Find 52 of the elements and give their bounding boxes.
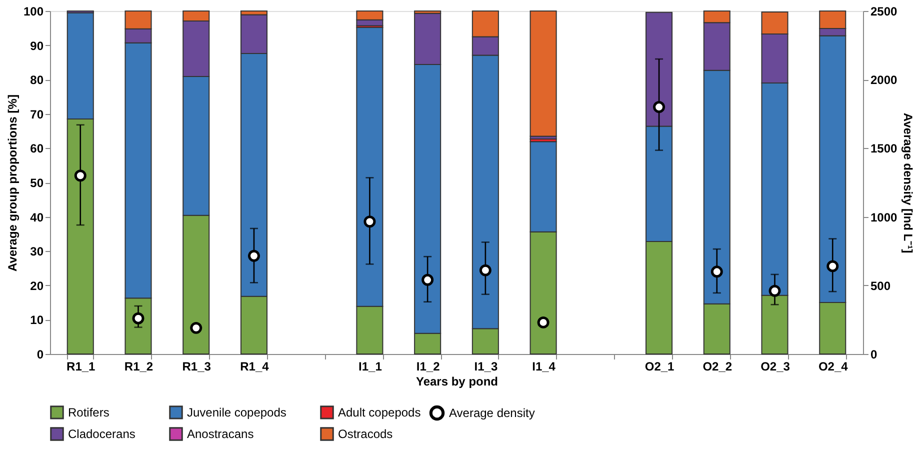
x-tick-label: R1_2: [124, 360, 154, 374]
point: [74, 170, 86, 182]
point: [826, 260, 839, 272]
point: [768, 284, 781, 297]
y-tick-label: 10: [30, 313, 44, 328]
y2-tick-label: 1500: [870, 142, 898, 156]
x-tick-label: O2_3: [760, 360, 790, 374]
legend-label: Average density: [449, 406, 535, 420]
legend-label: Juvenile copepods: [187, 405, 286, 420]
y2-tick-label: 2500: [870, 4, 898, 18]
y2-tick-label: 1000: [870, 210, 898, 224]
y-tick-label: 60: [30, 142, 44, 156]
legend-label: Ostracods: [338, 427, 393, 441]
x-tick-label: R1_1: [66, 360, 96, 374]
point: [190, 322, 202, 334]
legend-label: Rotifers: [68, 405, 110, 420]
point: [653, 101, 666, 114]
y-tick-label: 50: [30, 176, 44, 190]
x-tick-label: I1_4: [532, 360, 556, 374]
point: [364, 216, 376, 228]
point: [132, 312, 144, 324]
y-tick-label: 0: [36, 348, 44, 362]
y-tick-label: 70: [30, 107, 44, 122]
y2-tick-label: 2000: [870, 73, 898, 88]
y-tick-label: 20: [30, 278, 44, 293]
x-tick-label: R1_3: [182, 360, 212, 374]
x-tick-label: O2_4: [818, 360, 848, 374]
x-tick-label: R1_4: [240, 360, 270, 374]
x-tick-label: O2_2: [702, 360, 732, 374]
x-tick-label: I1_1: [358, 360, 382, 374]
legend-label: Cladocerans: [68, 427, 136, 441]
x-axis-title: Years by pond: [416, 374, 498, 388]
point: [422, 274, 434, 286]
legend-label: Anostracans: [187, 427, 254, 441]
y-tick-label: 80: [30, 73, 44, 88]
point: [248, 250, 260, 262]
y-axis-title: Average group proportions [%]: [5, 94, 20, 272]
y-tick-label: 90: [30, 38, 44, 53]
x-tick-label: I1_3: [474, 360, 498, 374]
point: [537, 316, 550, 328]
y2-tick-label: 0: [870, 348, 878, 362]
bar: [530, 10, 557, 137]
x-tick-label: I1_2: [416, 360, 440, 374]
y-tick-label: 40: [30, 210, 44, 224]
point: [710, 266, 723, 278]
point: [479, 264, 492, 276]
y-tick-label: 30: [30, 244, 44, 259]
legend-label: Adult copepods: [338, 405, 421, 420]
y2-tick-label: 500: [870, 278, 891, 293]
x-tick-label: O2_1: [644, 360, 675, 374]
y2-axis-title: Average density [Ind L⁻¹]: [901, 112, 916, 254]
y-tick-label: 100: [23, 4, 44, 18]
